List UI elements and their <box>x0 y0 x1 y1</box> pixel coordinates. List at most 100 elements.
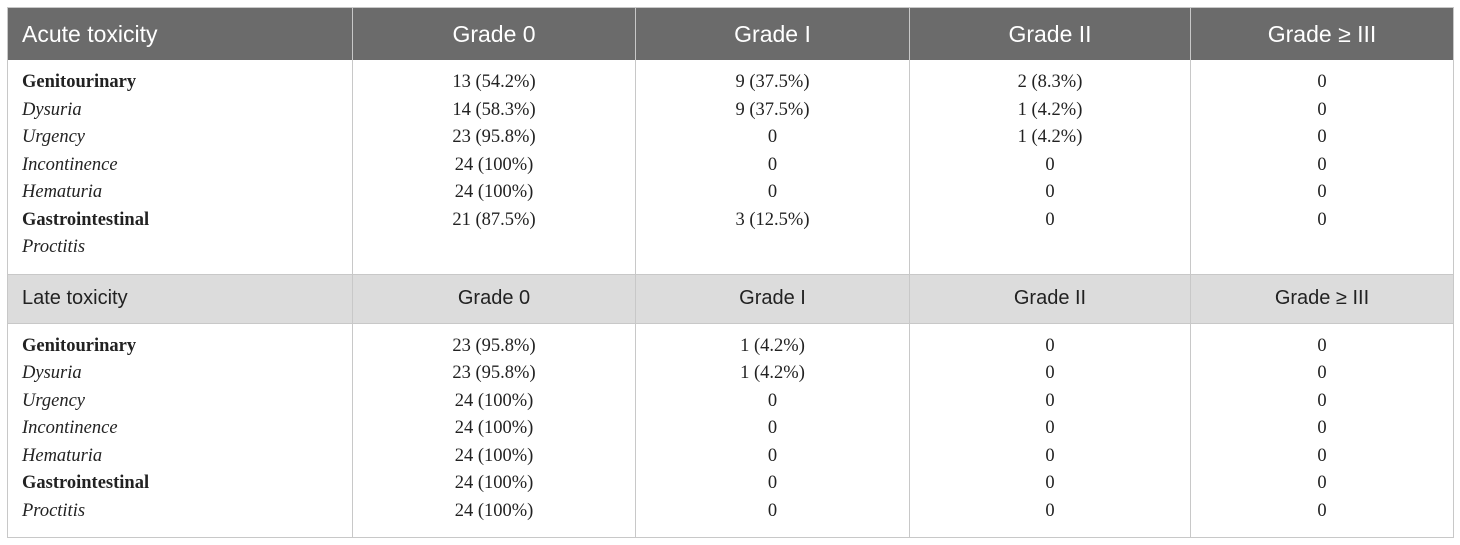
table-row: Proctitis <box>8 234 1454 262</box>
table-row: Urgency 23 (95.8%) 0 1 (4.2%) 0 <box>8 124 1454 152</box>
table-cell: 23 (95.8%) <box>352 332 636 360</box>
row-label: Dysuria <box>22 99 82 120</box>
table-cell: 24 (100%) <box>352 151 636 179</box>
table-row: Hematuria 24 (100%) 0 0 0 <box>8 442 1454 470</box>
table-cell: 0 <box>909 470 1191 498</box>
table-row: Gastrointestinal 21 (87.5%) 3 (12.5%) 0 0 <box>8 206 1454 234</box>
table-cell: 0 <box>635 151 910 179</box>
table-row: Incontinence 24 (100%) 0 0 0 <box>8 415 1454 443</box>
table-cell: 24 (100%) <box>352 387 636 415</box>
spacer-cell <box>8 60 353 69</box>
table-cell: 1 (4.2%) <box>635 332 910 360</box>
acute-toxicity-heading: Acute toxicity <box>7 7 353 60</box>
spacer-row <box>8 60 1454 69</box>
acute-grade-2-heading: Grade II <box>909 7 1191 60</box>
table-cell: 0 <box>635 415 910 443</box>
table-cell: 0 <box>1190 151 1454 179</box>
row-label: Proctitis <box>22 500 86 521</box>
spacer-cell <box>909 60 1191 69</box>
table-cell: 13 (54.2%) <box>352 69 636 97</box>
spacer-cell <box>635 525 910 538</box>
row-label: Gastrointestinal <box>22 473 150 494</box>
spacer-row <box>8 525 1454 538</box>
table-cell: 9 (37.5%) <box>635 69 910 97</box>
table-cell: 0 <box>1190 497 1454 525</box>
spacer-cell <box>352 525 636 538</box>
late-grade-0-heading: Grade 0 <box>352 273 636 324</box>
late-header-row: Late toxicity Grade 0 Grade I Grade II G… <box>7 273 1454 324</box>
table-cell: 0 <box>1190 387 1454 415</box>
table-cell: 24 (100%) <box>352 179 636 207</box>
table-cell: 0 <box>1190 470 1454 498</box>
row-label: Urgency <box>22 390 86 411</box>
table-cell: 24 (100%) <box>352 415 636 443</box>
spacer-cell <box>909 525 1191 538</box>
row-label: Genitourinary <box>22 335 137 356</box>
table-cell: 3 (12.5%) <box>635 206 910 234</box>
table-cell <box>1190 234 1454 262</box>
table-row: Hematuria 24 (100%) 0 0 0 <box>8 179 1454 207</box>
acute-header-row: Acute toxicity Grade 0 Grade I Grade II … <box>7 7 1454 60</box>
late-grade-1-heading: Grade I <box>635 273 910 324</box>
table-cell: 0 <box>909 442 1191 470</box>
table-cell: 9 (37.5%) <box>635 96 910 124</box>
table-cell <box>909 234 1191 262</box>
spacer-cell <box>8 323 353 333</box>
table-cell: 0 <box>1190 206 1454 234</box>
row-label: Incontinence <box>22 154 118 175</box>
spacer-cell <box>352 60 636 69</box>
row-label: Urgency <box>22 127 86 148</box>
spacer-cell <box>8 262 353 275</box>
row-label: Dysuria <box>22 363 82 384</box>
row-label: Hematuria <box>22 182 103 203</box>
table-cell: 24 (100%) <box>352 470 636 498</box>
late-section: Genitourinary 23 (95.8%) 1 (4.2%) 0 0 Dysuria… <box>8 323 1454 538</box>
spacer-cell <box>909 261 1191 274</box>
table-cell: 0 <box>635 179 910 207</box>
table-cell: 0 <box>1190 69 1454 97</box>
table-row: Gastrointestinal 24 (100%) 0 0 0 <box>8 470 1454 498</box>
table-cell: 0 <box>1190 442 1454 470</box>
spacer-row <box>8 261 1454 275</box>
row-label: Genitourinary <box>22 72 137 93</box>
table-cell: 0 <box>909 179 1191 207</box>
late-grade-3-heading: Grade ≥ III <box>1190 273 1454 324</box>
spacer-cell <box>1190 323 1454 333</box>
spacer-cell <box>635 261 910 274</box>
table-cell: 0 <box>909 151 1191 179</box>
table-row: Dysuria 23 (95.8%) 1 (4.2%) 0 0 <box>8 360 1454 388</box>
table-cell: 0 <box>1190 179 1454 207</box>
table-cell: 24 (100%) <box>352 442 636 470</box>
table-row: Incontinence 24 (100%) 0 0 0 <box>8 151 1454 179</box>
table-cell <box>352 234 636 262</box>
row-label: Hematuria <box>22 445 103 466</box>
table-cell: 0 <box>635 387 910 415</box>
table-cell: 0 <box>1190 96 1454 124</box>
spacer-cell <box>352 323 636 333</box>
table-cell: 0 <box>909 415 1191 443</box>
table-cell: 1 (4.2%) <box>635 360 910 388</box>
row-label: Proctitis <box>22 237 86 258</box>
table-cell <box>635 234 910 262</box>
table-cell: 0 <box>909 360 1191 388</box>
spacer-cell <box>352 261 636 274</box>
table-cell: 1 (4.2%) <box>909 124 1191 152</box>
acute-grade-3-heading: Grade ≥ III <box>1190 7 1454 60</box>
spacer-cell <box>8 525 353 538</box>
toxicity-table: Acute toxicity Grade 0 Grade I Grade II … <box>7 7 1454 538</box>
table-cell: 21 (87.5%) <box>352 206 636 234</box>
table-cell: 0 <box>1190 360 1454 388</box>
spacer-cell <box>909 323 1191 333</box>
table-cell: 14 (58.3%) <box>352 96 636 124</box>
table-row: Urgency 24 (100%) 0 0 0 <box>8 387 1454 415</box>
table-cell: 0 <box>635 442 910 470</box>
table-cell: 0 <box>909 387 1191 415</box>
spacer-cell <box>1190 60 1454 69</box>
table-cell: 0 <box>635 124 910 152</box>
late-grade-2-heading: Grade II <box>909 273 1191 324</box>
table-row: Genitourinary 23 (95.8%) 1 (4.2%) 0 0 <box>8 332 1454 360</box>
late-toxicity-heading: Late toxicity <box>7 273 353 324</box>
acute-grade-0-heading: Grade 0 <box>352 7 636 60</box>
row-label: Gastrointestinal <box>22 209 150 230</box>
table-cell: 23 (95.8%) <box>352 124 636 152</box>
